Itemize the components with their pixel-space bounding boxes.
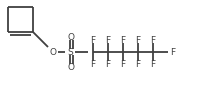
Text: F: F [90, 36, 95, 45]
Text: F: F [105, 59, 110, 68]
Text: F: F [135, 36, 140, 45]
Text: F: F [150, 59, 155, 68]
Text: F: F [90, 59, 95, 68]
Text: F: F [135, 59, 140, 68]
Text: O: O [68, 33, 75, 42]
Text: F: F [150, 36, 155, 45]
Text: F: F [105, 36, 110, 45]
Text: F: F [170, 48, 175, 56]
Text: O: O [49, 48, 56, 56]
Text: O: O [68, 62, 75, 71]
Text: S: S [67, 48, 73, 56]
Text: F: F [120, 59, 125, 68]
Text: F: F [120, 36, 125, 45]
